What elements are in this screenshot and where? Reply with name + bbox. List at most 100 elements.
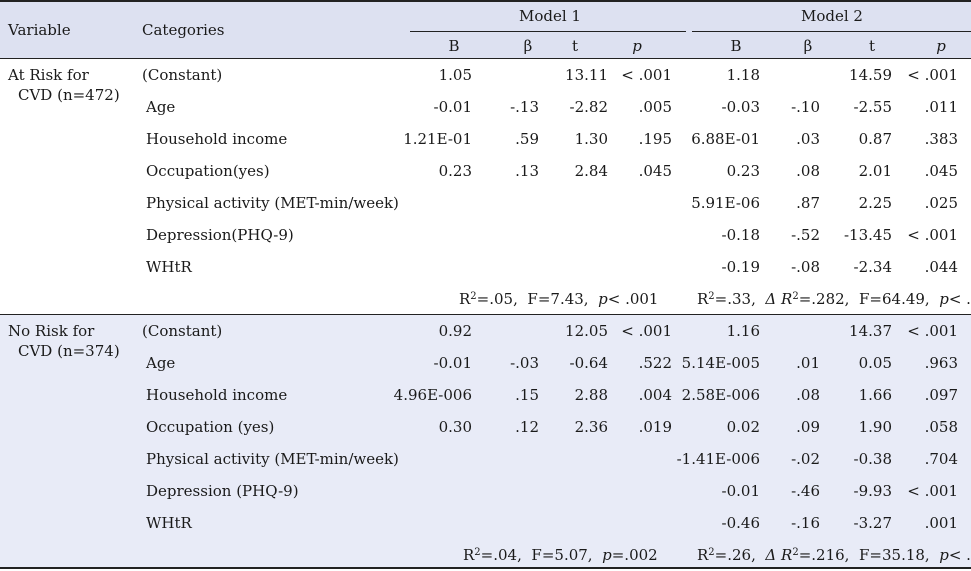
cell-m1-beta: .12	[515, 418, 539, 436]
cell-m1-beta: -.03	[510, 354, 539, 372]
header-categories: Categories	[142, 21, 225, 39]
cell-m2-t: 2.25	[858, 194, 892, 212]
cell-m1-b: -0.01	[433, 98, 472, 116]
cell-m2-b: -0.03	[721, 98, 760, 116]
cell-m2-t: 0.87	[858, 130, 892, 148]
bottom-border	[0, 567, 971, 569]
row-category: (Constant)	[142, 66, 223, 84]
cell-m1-b: -0.01	[433, 354, 472, 372]
p-letter: p	[602, 546, 612, 564]
cell-m2-p: .963	[924, 354, 958, 372]
row-category: Age	[146, 98, 176, 116]
p-letter: p	[939, 290, 949, 308]
row-category: WHtR	[146, 514, 192, 532]
cell-m2-b: 1.18	[726, 66, 760, 84]
cell-m2-beta: .08	[796, 386, 820, 404]
cell-m2-t: -13.45	[843, 226, 892, 244]
cell-m2-b: -0.01	[721, 482, 760, 500]
cell-m2-b: 2.58E-006	[681, 386, 760, 404]
delta-r2-value: =.282,	[798, 290, 850, 308]
header-background	[0, 0, 971, 58]
cell-m2-p: .383	[924, 130, 958, 148]
col-header-m1-t: t	[571, 37, 579, 55]
cell-m1-t: -0.64	[569, 354, 608, 372]
cell-m2-p: < .001	[907, 322, 958, 340]
cell-m1-t: 2.36	[574, 418, 608, 436]
cell-m2-b: -0.18	[721, 226, 760, 244]
cell-m2-p: < .001	[907, 66, 958, 84]
cell-m2-beta: .03	[796, 130, 820, 148]
cell-m2-p: < .001	[907, 226, 958, 244]
cell-m2-t: 1.90	[858, 418, 892, 436]
cell-m2-b: 0.23	[726, 162, 760, 180]
cell-m2-beta: -.16	[791, 514, 820, 532]
model1-summary: R2=.05, F=7.43, p< .001	[459, 290, 658, 308]
model2-summary: R2=.33, Δ R2=.282, F=64.49, p< .001	[697, 290, 971, 308]
r2-value: =.26,	[714, 546, 756, 564]
cell-m1-t: 2.84	[574, 162, 608, 180]
cell-m1-t: 13.11	[565, 66, 608, 84]
cell-m2-b: 6.88E-01	[691, 130, 760, 148]
f-value: F=64.49,	[859, 290, 930, 308]
cell-m2-t: 1.66	[858, 386, 892, 404]
cell-m1-b: 0.92	[438, 322, 472, 340]
cell-m1-b: 0.30	[438, 418, 472, 436]
cell-m1-b: 1.21E-01	[403, 130, 472, 148]
delta-r2-sup: 2	[792, 291, 799, 302]
group-label-line1: At Risk for	[8, 66, 89, 84]
cell-m2-t: 14.37	[849, 322, 892, 340]
cell-m1-b: 4.96E-006	[393, 386, 472, 404]
cell-m2-t: -2.55	[853, 98, 892, 116]
cell-m2-beta: -.08	[791, 258, 820, 276]
row-category: Household income	[146, 386, 288, 404]
delta-r2-label: Δ R	[765, 290, 793, 308]
cell-m1-beta: .59	[515, 130, 539, 148]
cell-m1-p: .045	[638, 162, 672, 180]
cell-m2-p: .058	[924, 418, 958, 436]
row-category: Depression (PHQ-9)	[146, 482, 299, 500]
r2-value: =.05,	[476, 290, 518, 308]
col-header-m1-beta: β	[523, 37, 533, 55]
model2-summary: R2=.26, Δ R2=.216, F=35.18, p< .001	[697, 546, 971, 564]
cell-m1-b: 1.05	[438, 66, 472, 84]
cell-m2-beta: -.52	[791, 226, 820, 244]
col-header-m1-b: B	[448, 37, 460, 55]
cell-m2-p: .025	[924, 194, 958, 212]
r2-label: R2	[459, 290, 477, 308]
cell-m1-t: 2.88	[574, 386, 608, 404]
cell-m2-beta: -.02	[791, 450, 820, 468]
r2-label: R2	[463, 546, 481, 564]
f-value: F=35.18,	[859, 546, 930, 564]
cell-m2-b: 5.91E-06	[691, 194, 760, 212]
col-header-m2-b: B	[730, 37, 742, 55]
cell-m1-beta: .15	[515, 386, 539, 404]
cell-m1-b: 0.23	[438, 162, 472, 180]
header-bottom-border	[0, 58, 971, 59]
p-value: =.002	[611, 546, 658, 564]
cell-m2-t: -0.38	[853, 450, 892, 468]
header-variable: Variable	[8, 21, 71, 39]
f-value: F=7.43,	[527, 290, 589, 308]
cell-m2-t: 0.05	[858, 354, 892, 372]
cell-m2-t: 14.59	[849, 66, 892, 84]
model1-underline	[410, 31, 686, 32]
top-border	[0, 0, 971, 2]
cell-m2-beta: .09	[796, 418, 820, 436]
delta-r2-label: Δ R	[765, 546, 793, 564]
group-divider	[0, 314, 971, 315]
cell-m2-p: .001	[924, 514, 958, 532]
cell-m2-t: -2.34	[853, 258, 892, 276]
p-letter: p	[939, 546, 949, 564]
row-category: Household income	[146, 130, 288, 148]
cell-m2-beta: -.10	[791, 98, 820, 116]
cell-m2-b: -0.46	[721, 514, 760, 532]
p-letter: p	[598, 290, 608, 308]
model2-underline	[692, 31, 971, 32]
cell-m1-t: 12.05	[565, 322, 608, 340]
cell-m2-p: .044	[924, 258, 958, 276]
p-value: < .001	[607, 290, 659, 308]
header-model2: Model 2	[801, 7, 863, 25]
cell-m1-p: .019	[638, 418, 672, 436]
row-category: WHtR	[146, 258, 192, 276]
cell-m1-p: .005	[638, 98, 672, 116]
